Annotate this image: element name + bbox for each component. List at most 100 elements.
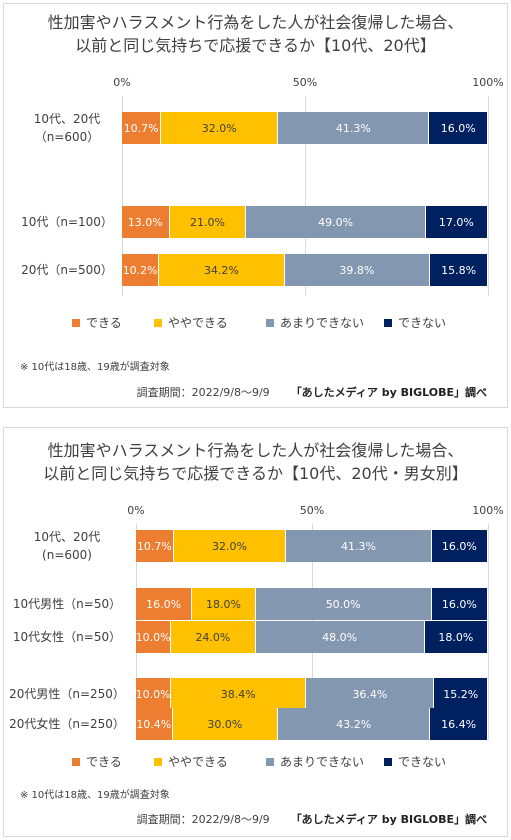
category-label: 20代（n=500） xyxy=(21,263,113,277)
chart-panel-2: 性加害やハラスメント行為をした人が社会復帰した場合、 以前と同じ気持ちで応援でき… xyxy=(3,427,508,837)
bar-segment: 15.2% xyxy=(434,678,488,710)
data-label: 16.0% xyxy=(441,597,477,611)
bar-segment: 16.0% xyxy=(431,588,488,620)
bar-segment: 18.0% xyxy=(192,588,256,620)
data-label: 50.0% xyxy=(325,597,361,611)
title-line-1: 性加害やハラスメント行為をした人が社会復帰した場合、 xyxy=(47,441,464,460)
data-label: 10.0% xyxy=(135,687,171,701)
stacked-bar: 10.0% 24.0% 48.0% 18.0% xyxy=(136,621,488,653)
legend-label: ややできる xyxy=(168,316,228,330)
category-label: 20代男性（n=250） xyxy=(9,687,125,701)
category-label: 10代、20代 （n=600） xyxy=(33,112,101,144)
chart-title: 性加害やハラスメント行為をした人が社会復帰した場合、 以前と同じ気持ちで応援でき… xyxy=(4,11,507,57)
data-label: 32.0% xyxy=(201,121,237,135)
data-label: 16.0% xyxy=(441,539,477,553)
data-label: 10.7% xyxy=(123,121,159,135)
data-label: 43.2% xyxy=(336,717,372,731)
x-tick-label: 50% xyxy=(292,76,318,89)
stacked-bar: 10.2% 34.2% 39.8% 15.8% xyxy=(122,254,488,286)
legend-label: あまりできない xyxy=(280,316,365,330)
data-label: 30.0% xyxy=(207,717,243,731)
bar-segment: 10.4% xyxy=(136,708,173,740)
category-label: 10代女性（n=50） xyxy=(12,630,122,644)
data-label: 21.0% xyxy=(190,215,225,229)
title-line-2: 以前と同じ気持ちで応援できるか【10代、20代】 xyxy=(75,36,436,55)
data-label: 34.2% xyxy=(203,263,239,277)
data-label: 16.0% xyxy=(440,121,476,135)
legend-label: できる xyxy=(86,755,122,769)
survey-period: 調査期間：2022/9/8～9/9 xyxy=(136,386,270,399)
category-label: 10代男性（n=50） xyxy=(12,597,122,611)
survey-period: 調査期間：2022/9/8～9/9 xyxy=(136,813,270,826)
data-label: 16.4% xyxy=(441,717,477,731)
stacked-bar: 10.7% 32.0% 41.3% 16.0% xyxy=(136,530,488,562)
bar-segment: 10.2% xyxy=(122,254,160,286)
stacked-bar: 16.0% 18.0% 50.0% 16.0% xyxy=(136,588,488,620)
data-label: 15.2% xyxy=(443,687,479,701)
category-label: 20代女性（n=250） xyxy=(9,717,125,731)
legend-item: できる xyxy=(72,753,122,770)
bar-segment: 30.0% xyxy=(172,708,279,740)
data-label: 15.8% xyxy=(441,263,477,277)
bar-segment: 48.0% xyxy=(255,621,425,653)
x-tick-label: 100% xyxy=(472,76,504,89)
bar-segment: 10.7% xyxy=(136,530,174,562)
legend-swatch xyxy=(154,757,162,766)
legend-swatch xyxy=(154,318,162,327)
footnote: ※ 10代は18歳、19歳が調査対象 xyxy=(20,790,170,801)
data-label: 49.0% xyxy=(318,215,354,229)
legend-label: できない xyxy=(398,755,447,769)
x-tick-label: 0% xyxy=(113,76,131,89)
legend-swatch xyxy=(384,757,392,766)
data-label: 36.4% xyxy=(352,687,388,701)
data-label: 41.3% xyxy=(341,539,376,553)
data-label: 18.0% xyxy=(206,597,241,611)
legend-item: あまりできない xyxy=(266,753,364,770)
data-label: 24.0% xyxy=(195,630,231,644)
data-label: 10.2% xyxy=(122,263,158,277)
bar-segment: 17.0% xyxy=(425,206,488,238)
source-name: 「あしたメディア by BIGLOBE」調べ xyxy=(290,386,487,399)
x-tick-label: 100% xyxy=(472,504,504,517)
bar-segment: 38.4% xyxy=(171,678,307,710)
legend-item: ややできる xyxy=(154,314,228,331)
bar-segment: 16.4% xyxy=(430,708,488,740)
legend-label: できない xyxy=(398,316,447,330)
data-label: 17.0% xyxy=(438,215,474,229)
bar-segment: 15.8% xyxy=(430,254,488,286)
title-line-2: 以前と同じ気持ちで応援できるか【10代、20代・男女別】 xyxy=(43,464,468,483)
legend-item: できない xyxy=(384,753,446,770)
category-label: 10代（n=100） xyxy=(21,215,113,229)
source-name: 「あしたメディア by BIGLOBE」調べ xyxy=(290,813,487,826)
bar-segment: 43.2% xyxy=(278,708,431,740)
bar-segment: 13.0% xyxy=(122,206,170,238)
data-label: 18.0% xyxy=(438,630,474,644)
bar-segment: 16.0% xyxy=(431,530,488,562)
legend-swatch xyxy=(72,757,80,766)
title-line-1: 性加害やハラスメント行為をした人が社会復帰した場合、 xyxy=(47,13,464,32)
data-label: 16.0% xyxy=(146,597,182,611)
legend-item: できない xyxy=(384,314,446,331)
legend-swatch xyxy=(266,757,274,766)
stacked-bar: 10.7% 32.0% 41.3% 16.0% xyxy=(122,112,488,144)
category-label: 10代、20代 (n=600) xyxy=(33,530,101,562)
stacked-bar: 13.0% 21.0% 49.0% 17.0% xyxy=(122,206,488,238)
legend-swatch xyxy=(384,318,392,327)
data-label: 39.8% xyxy=(339,263,375,277)
chart-title: 性加害やハラスメント行為をした人が社会復帰した場合、 以前と同じ気持ちで応援でき… xyxy=(4,439,507,485)
legend-item: できる xyxy=(72,314,122,331)
bar-segment: 10.7% xyxy=(122,112,162,144)
data-label: 38.4% xyxy=(220,687,256,701)
bar-segment: 16.0% xyxy=(136,588,193,620)
data-label: 48.0% xyxy=(322,630,358,644)
legend-label: ややできる xyxy=(168,755,228,769)
data-label: 13.0% xyxy=(127,215,163,229)
bar-segment: 32.0% xyxy=(173,530,287,562)
bar-segment: 39.8% xyxy=(284,254,431,286)
source-credit: 調査期間：2022/9/8～9/9 「あしたメディア by BIGLOBE」調べ xyxy=(137,811,487,827)
gridline xyxy=(122,96,123,296)
bar-segment: 49.0% xyxy=(246,206,426,238)
data-label: 41.3% xyxy=(335,121,371,135)
legend-label: できる xyxy=(86,316,122,330)
data-label: 10.0% xyxy=(135,630,171,644)
